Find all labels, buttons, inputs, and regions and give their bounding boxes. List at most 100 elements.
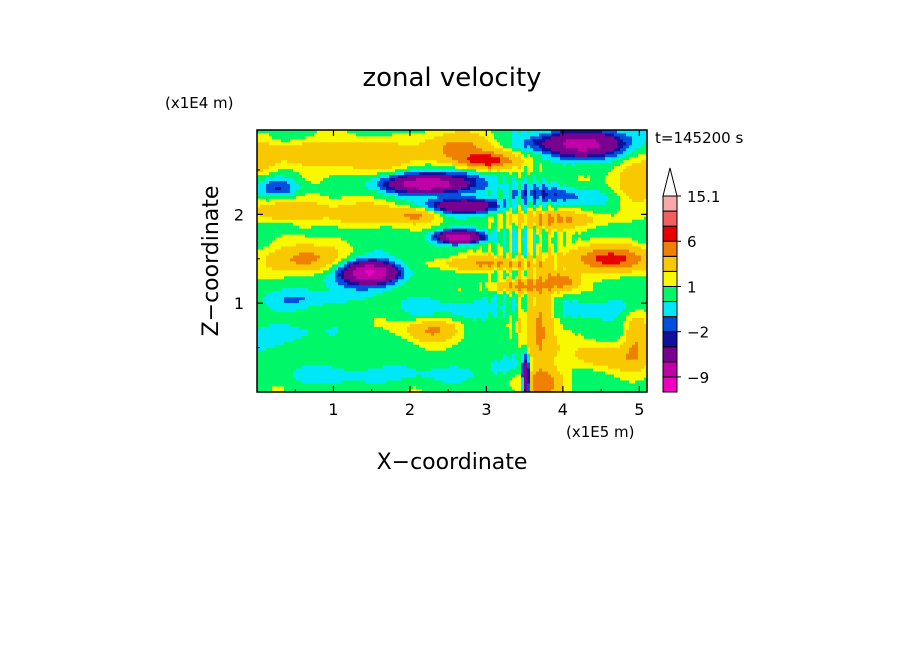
- contour-cell: [452, 326, 456, 330]
- contour-cell: [341, 311, 345, 315]
- contour-cell: [395, 371, 399, 375]
- contour-cell: [341, 383, 345, 387]
- contour-cell: [464, 302, 468, 307]
- contour-cell: [311, 305, 315, 310]
- contour-cell: [350, 377, 354, 381]
- contour-cell: [500, 317, 504, 321]
- contour-cell: [488, 299, 492, 304]
- contour-cell: [281, 326, 285, 330]
- contour-cell: [404, 320, 408, 324]
- contour-cell: [281, 302, 285, 307]
- contour-cell: [398, 305, 402, 310]
- contour-cell: [335, 380, 339, 384]
- contour-cell: [638, 347, 642, 351]
- contour-cell: [440, 308, 444, 313]
- contour-cell: [626, 368, 630, 372]
- contour-cell: [443, 329, 447, 333]
- contour-cell: [305, 371, 309, 375]
- contour-cell: [323, 365, 327, 369]
- contour-cell: [620, 305, 624, 310]
- contour-cell: [551, 386, 555, 390]
- contour-cell: [638, 323, 642, 327]
- contour-cell: [536, 329, 540, 333]
- contour-cell: [527, 371, 531, 375]
- contour-cell: [434, 296, 438, 301]
- contour-cell: [563, 317, 567, 321]
- contour-cell: [263, 332, 267, 336]
- contour-cell: [353, 284, 357, 289]
- contour-cell: [554, 320, 558, 324]
- contour-cell: [605, 293, 609, 298]
- contour-cell: [419, 338, 423, 342]
- contour-cell: [542, 389, 546, 393]
- contour-cell: [350, 353, 354, 357]
- contour-cell: [302, 293, 306, 298]
- contour-cell: [437, 338, 441, 342]
- contour-cell: [422, 359, 426, 363]
- contour-cell: [410, 359, 414, 363]
- contour-cell: [347, 308, 351, 313]
- contour-cell: [353, 359, 357, 363]
- contour-cell: [575, 341, 579, 345]
- contour-cell: [389, 359, 393, 363]
- contour-cell: [332, 317, 336, 321]
- contour-cell: [581, 365, 585, 369]
- contour-cell: [470, 380, 474, 384]
- contour-cell: [260, 329, 264, 333]
- contour-cell: [269, 281, 273, 286]
- contour-cell: [314, 374, 318, 378]
- contour-cell: [479, 371, 483, 375]
- contour-cell: [512, 341, 516, 345]
- contour-cell: [371, 317, 375, 321]
- contour-cell: [545, 341, 549, 345]
- contour-cell: [431, 344, 435, 348]
- contour-cell: [365, 323, 369, 327]
- contour-cell: [590, 347, 594, 351]
- contour-cell: [503, 383, 507, 387]
- contour-cell: [476, 326, 480, 330]
- contour-cell: [410, 380, 414, 384]
- contour-cell: [437, 296, 441, 301]
- contour-cell: [488, 317, 492, 321]
- contour-cell: [473, 356, 477, 360]
- contour-cell: [491, 371, 495, 375]
- contour-cell: [479, 320, 483, 324]
- contour-cell: [509, 314, 513, 318]
- contour-cell: [359, 308, 363, 313]
- contour-cell: [326, 323, 330, 327]
- contour-cell: [275, 365, 279, 369]
- contour-cell: [605, 284, 609, 289]
- contour-cell: [494, 323, 498, 327]
- contour-cell: [290, 362, 294, 366]
- contour-cell: [389, 317, 393, 321]
- contour-cell: [338, 380, 342, 384]
- contour-cell: [422, 338, 426, 342]
- contour-cell: [569, 344, 573, 348]
- contour-cell: [452, 356, 456, 360]
- contour-cell: [323, 317, 327, 321]
- contour-cell: [311, 338, 315, 342]
- contour-cell: [560, 347, 564, 351]
- contour-cell: [611, 380, 615, 384]
- contour-cell: [338, 362, 342, 366]
- contour-cell: [383, 368, 387, 372]
- contour-cell: [386, 305, 390, 310]
- contour-cell: [302, 356, 306, 360]
- contour-cell: [314, 281, 318, 286]
- contour-cell: [440, 305, 444, 310]
- contour-cell: [548, 347, 552, 351]
- contour-cell: [524, 374, 528, 378]
- contour-cell: [431, 311, 435, 315]
- contour-cell: [368, 275, 372, 280]
- contour-cell: [611, 299, 615, 304]
- contour-cell: [326, 362, 330, 366]
- contour-cell: [278, 317, 282, 321]
- contour-cell: [506, 341, 510, 345]
- contour-cell: [434, 374, 438, 378]
- contour-cell: [605, 299, 609, 304]
- contour-cell: [500, 374, 504, 378]
- contour-cell: [350, 341, 354, 345]
- contour-cell: [302, 377, 306, 381]
- contour-cell: [512, 377, 516, 381]
- contour-cell: [257, 320, 261, 324]
